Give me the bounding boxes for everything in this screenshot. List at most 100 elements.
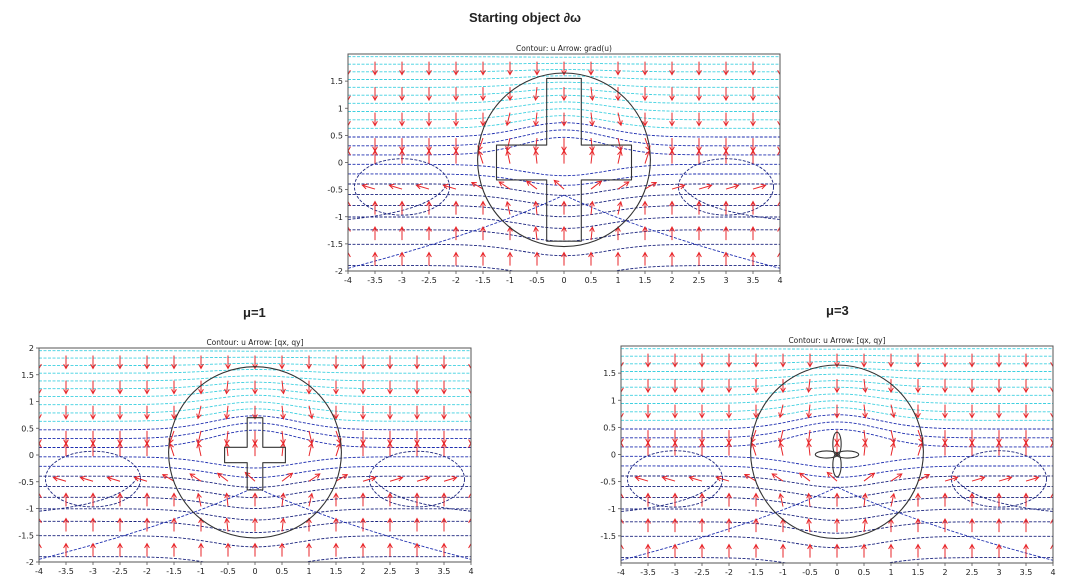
arrow-head <box>645 438 651 445</box>
arrow <box>535 201 538 215</box>
arrow-head <box>777 251 780 258</box>
arrow-head <box>468 414 471 420</box>
arrow-head <box>333 388 339 395</box>
arrow-head <box>645 361 651 368</box>
arrow <box>478 151 484 164</box>
x-tick-label: -1 <box>779 568 787 575</box>
arrow-head <box>342 474 349 480</box>
x-tick-label: 0.5 <box>276 567 289 575</box>
arrow <box>335 474 348 482</box>
x-tick-label: 0.5 <box>585 276 598 285</box>
arrow-head <box>942 387 948 394</box>
arrow <box>644 182 657 190</box>
arrow <box>808 442 811 456</box>
arrow <box>134 477 148 482</box>
arrow <box>644 137 650 151</box>
arrow-head <box>117 388 123 395</box>
contour-side <box>955 478 1053 512</box>
arrow-head <box>642 226 648 232</box>
arrow-head <box>39 363 42 370</box>
arrow-head <box>723 251 729 258</box>
arrow-head <box>617 145 623 152</box>
arrow-head <box>723 69 729 76</box>
arrow-head <box>387 492 393 498</box>
arrow-head <box>942 412 948 419</box>
arrow-head <box>507 95 513 102</box>
arrow-head <box>1050 361 1053 368</box>
arrow <box>863 493 866 507</box>
arrow-head <box>453 226 459 232</box>
arrow-head <box>90 439 96 445</box>
arrow-head <box>750 95 756 102</box>
arrow-head <box>561 226 567 232</box>
arrow-head <box>387 363 393 370</box>
arrow-head <box>996 438 1002 445</box>
contour-line <box>39 375 471 382</box>
arrow <box>698 184 712 190</box>
arrow-head <box>414 517 420 524</box>
arrow-head <box>696 251 702 258</box>
arrow-head <box>996 518 1002 524</box>
arrow <box>779 493 784 507</box>
arrow <box>716 476 730 482</box>
arrow-head <box>621 361 624 368</box>
contour-line <box>39 496 471 509</box>
x-tick-label: 0 <box>561 276 566 285</box>
arrow-head <box>372 200 378 207</box>
contour-line <box>621 421 1053 439</box>
arrow-head <box>144 517 150 524</box>
arrow-head <box>672 438 678 445</box>
arrow-head <box>252 542 258 549</box>
inner-object <box>495 77 633 242</box>
arrow-head <box>333 517 339 524</box>
plot-caption: Contour: u Arrow: grad(u) <box>516 44 612 53</box>
arrow-head <box>890 492 896 499</box>
arrow-head <box>750 226 756 232</box>
arrow-head <box>807 543 813 550</box>
arrow-head <box>645 492 651 499</box>
arrow-head <box>861 543 867 550</box>
x-tick-label: 2 <box>942 568 947 575</box>
arrow <box>590 150 593 164</box>
arrow-head <box>672 518 678 524</box>
arrow-head <box>645 387 651 394</box>
arrow-head <box>280 517 286 524</box>
boundary-circle <box>168 366 342 539</box>
arrow-head <box>733 183 740 190</box>
arrow-head <box>453 146 459 153</box>
arrow <box>807 379 811 393</box>
arrow-head <box>561 251 567 258</box>
arrow-head <box>387 542 393 549</box>
x-tick-label: 2 <box>669 276 674 285</box>
arrow-head <box>807 361 813 368</box>
panel-title-mu1: μ=1 <box>243 305 266 320</box>
arrow <box>863 472 875 482</box>
y-tick-label: -1.5 <box>327 240 343 249</box>
arrow-head <box>505 145 511 152</box>
arrow-head <box>468 388 471 395</box>
arrow <box>617 150 622 164</box>
arrow-head <box>952 475 959 482</box>
contour-diagonal <box>39 486 471 560</box>
arrow-head <box>969 518 975 524</box>
arrow <box>689 476 703 482</box>
arrow-head <box>414 439 420 445</box>
arrow <box>226 493 229 507</box>
contour-line <box>39 369 471 374</box>
x-tick-label: 1 <box>615 276 620 285</box>
arrow-head <box>314 473 321 479</box>
arrow-head <box>621 438 624 445</box>
x-tick-label: 3.5 <box>1020 568 1033 575</box>
arrow-head <box>308 438 314 445</box>
arrow-head <box>468 442 471 448</box>
arrow-head <box>979 475 986 482</box>
y-tick-label: 2 <box>29 344 34 353</box>
arrow-head <box>133 475 140 482</box>
arrow-head <box>1033 475 1040 482</box>
arrow <box>281 430 285 444</box>
arrow-head <box>723 120 729 127</box>
arrow-head <box>171 363 177 370</box>
x-tick-label: -3 <box>671 568 679 575</box>
arrow-head <box>63 517 69 524</box>
arrow-head <box>372 95 378 102</box>
